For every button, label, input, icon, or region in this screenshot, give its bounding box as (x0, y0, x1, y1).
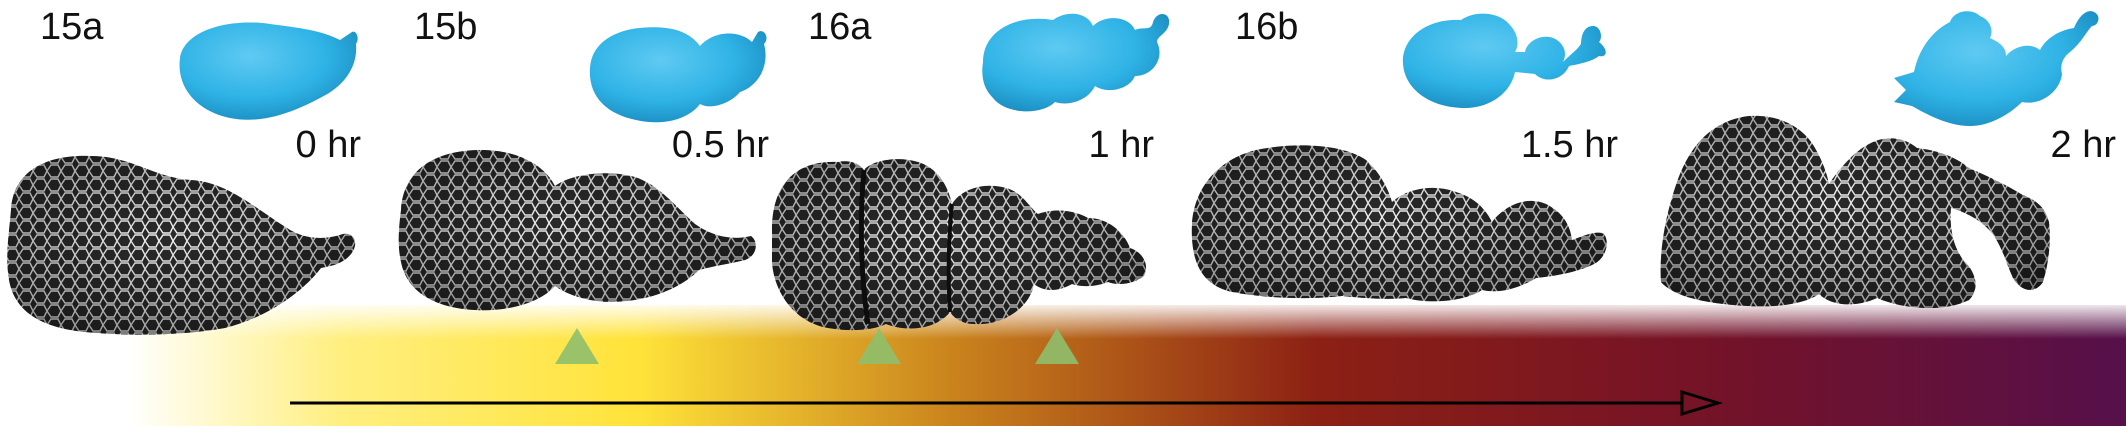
marker-triangle-2 (857, 328, 901, 364)
time-label-1: 0 hr (295, 124, 361, 166)
developmental-gradient-band (0, 305, 2126, 426)
model-3d-1 (179, 22, 358, 120)
model-3d-3 (982, 13, 1170, 112)
marker-triangle-3 (1035, 328, 1079, 364)
stage-label-4: 16b (1235, 6, 1299, 48)
model-3d-2 (589, 27, 767, 123)
stage-label-1: 15a (40, 6, 104, 48)
stage-label-3: 16a (808, 6, 872, 48)
tissue-image-5 (1660, 115, 2050, 309)
tissue-image-1 (7, 155, 356, 335)
marker-triangle-1 (555, 328, 599, 364)
tissue-image-4 (1191, 145, 1607, 302)
tissue-image-2 (398, 150, 756, 311)
stage-label-2: 15b (414, 6, 478, 48)
tissue-image-3 (772, 159, 1147, 331)
time-arrow-line (290, 389, 1724, 417)
model-3d-4 (1402, 13, 1606, 108)
arrow-head-icon (1680, 389, 1724, 417)
model-3d-5 (1894, 11, 2099, 126)
time-label-4: 1.5 hr (1520, 124, 1618, 166)
time-label-2: 0.5 hr (671, 124, 769, 166)
time-label-5: 2 hr (2050, 124, 2116, 166)
time-label-3: 1 hr (1088, 124, 1154, 166)
